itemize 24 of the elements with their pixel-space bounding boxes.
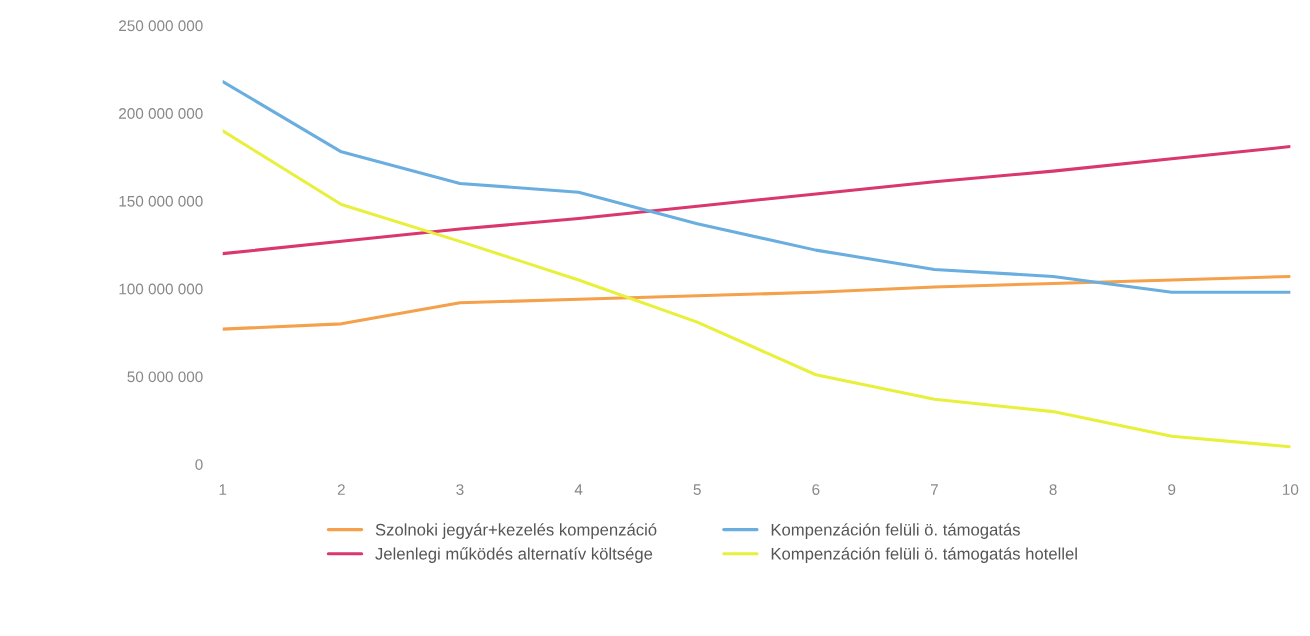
x-tick-label: 10 [1283, 484, 1299, 495]
y-tick-label: 100 000 000 [119, 283, 203, 295]
x-tick-label: 6 [812, 484, 820, 495]
y-tick-label: 200 000 000 [119, 108, 203, 119]
line-series [222, 145, 1291, 256]
y-tick-label: 0 [195, 459, 203, 470]
y-tick-label: 150 000 000 [119, 195, 203, 207]
legend-label: Jelenlegi működés alternatív költsége [375, 547, 653, 563]
legend-label: Kompenzáción felüli ö. támogatás hotellel [771, 547, 1077, 563]
x-tick-label: 9 [1168, 484, 1176, 495]
x-tick-label: 3 [456, 484, 464, 495]
x-tick-label: 5 [693, 484, 701, 495]
y-tick-label: 250 000 000 [119, 20, 203, 32]
line-series [222, 274, 1291, 331]
x-tick-label: 1 [219, 484, 227, 495]
legend-label: Szolnoki jegyár+kezelés kompenzáció [375, 523, 657, 539]
x-tick-label: 7 [931, 484, 938, 495]
x-tick-label: 8 [1049, 484, 1057, 495]
y-tick-label: 50 000 000 [127, 371, 203, 383]
line-series [222, 129, 1291, 449]
x-tick-label: 4 [574, 484, 583, 495]
legend-label: Kompenzáción felüli ö. támogatás [771, 523, 1020, 539]
line-series [222, 80, 1291, 294]
x-tick-label: 2 [337, 484, 345, 495]
